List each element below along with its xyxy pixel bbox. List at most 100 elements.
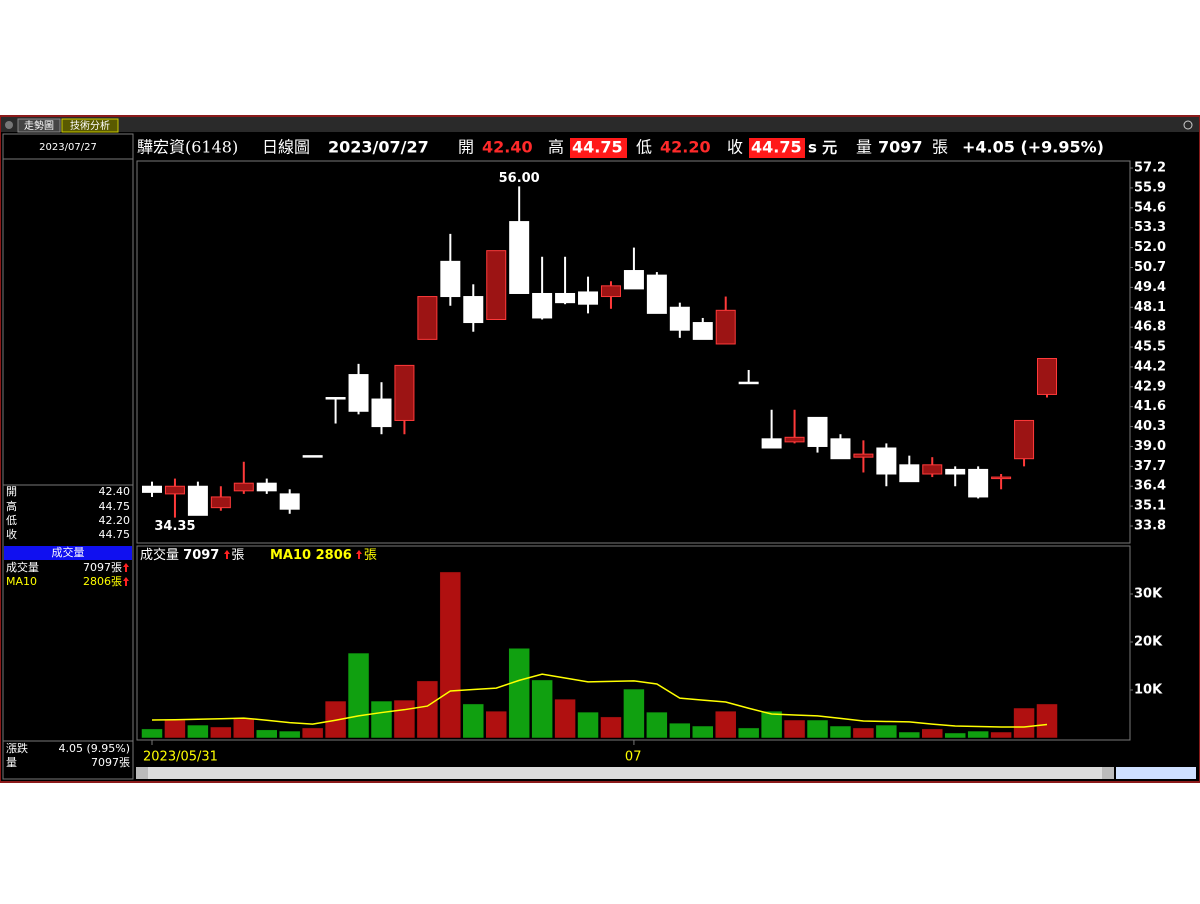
legend-unit: 張: [231, 548, 244, 563]
candle-body: [968, 468, 989, 498]
volume-bar: [187, 724, 209, 739]
date: 2023/07/27: [328, 138, 429, 157]
candle-body: [991, 476, 1012, 480]
volume-bar: [210, 726, 232, 739]
volume-bar: [898, 731, 921, 739]
candle-body: [830, 438, 851, 460]
scrollbar[interactable]: [136, 767, 1114, 779]
candle-body: [876, 447, 897, 475]
label: 開: [458, 138, 474, 157]
volume-bar: [669, 722, 691, 739]
candle-body: [600, 285, 621, 298]
volume-bar: [714, 710, 737, 739]
volume-bar: [829, 725, 852, 739]
volume-bar: [462, 703, 485, 739]
candle-body: [761, 438, 782, 449]
y-tick-label: 41.6: [1134, 399, 1166, 414]
candle-body: [187, 485, 208, 516]
value: 44.75: [99, 528, 131, 541]
candle-body: [164, 485, 185, 495]
up-arrow: [224, 550, 230, 559]
x-tick-label: 2023/05/31: [143, 750, 218, 765]
label: 低: [6, 514, 17, 527]
legend-value: 7097: [183, 548, 219, 563]
price-frame: [136, 160, 1131, 544]
candle-body: [142, 485, 162, 493]
y-tick-label: 37.7: [1134, 459, 1166, 474]
y-tick-label: 52.0: [1134, 240, 1166, 255]
stock-name: 驊宏資(6148): [137, 138, 238, 157]
volume-bar: [852, 727, 875, 739]
tab[interactable]: [17, 118, 61, 133]
up-arrow: [123, 577, 129, 586]
value: 2806張: [83, 575, 122, 588]
volume-title: 成交量: [52, 545, 85, 559]
toolbar-icons[interactable]: [1116, 767, 1196, 779]
candle-body: [279, 493, 300, 510]
candle-body: [1014, 419, 1035, 460]
tab-label[interactable]: 技術分析: [70, 119, 110, 132]
volume-title-bar: [4, 546, 132, 560]
candle-body: [325, 397, 346, 400]
volume-bar: [944, 732, 966, 739]
highlight: [570, 138, 627, 158]
annotation: 56.00: [499, 171, 540, 186]
candle-body: [486, 250, 507, 320]
legend-unit: 張: [364, 548, 377, 563]
menu-icon[interactable]: [5, 121, 13, 129]
scroll-left[interactable]: [136, 767, 148, 779]
candle-body: [853, 453, 874, 458]
highlight: [749, 138, 805, 158]
volume-bar: [508, 647, 530, 739]
candle-body: [692, 322, 713, 340]
y-tick-label: 54.6: [1134, 200, 1166, 215]
y-tick-label: 10K: [1134, 683, 1163, 698]
candle-body: [394, 364, 415, 421]
tab-label[interactable]: 走勢圖: [24, 119, 54, 132]
y-tick-label: 50.7: [1134, 260, 1166, 275]
volume-bar: [875, 724, 898, 739]
low: 42.20: [660, 138, 711, 157]
open: 42.40: [482, 138, 533, 157]
y-tick-label: 39.0: [1134, 439, 1166, 454]
y-tick-label: 30K: [1134, 587, 1163, 602]
scroll-right[interactable]: [1102, 767, 1114, 779]
candle-body: [463, 296, 484, 324]
tab-active[interactable]: [61, 118, 119, 133]
volume-bar: [921, 728, 944, 739]
y-tick-label: 45.5: [1134, 340, 1166, 355]
label: MA10: [6, 575, 37, 588]
x-tick-label: 07: [625, 750, 642, 765]
y-tick-label: 49.4: [1134, 280, 1166, 295]
volume-bar: [164, 719, 186, 739]
panel-date: 2023/07/27: [39, 142, 97, 153]
label: 量: [6, 756, 17, 769]
volume-bar: [737, 727, 760, 739]
volume-bar: [233, 718, 255, 739]
legend: 成交量 7097 張: [140, 547, 244, 563]
legend: MA10 2806 張: [270, 548, 377, 563]
volume-bar: [600, 716, 622, 739]
y-tick-label: 33.8: [1134, 519, 1166, 534]
y-tick-label: 55.9: [1134, 180, 1166, 195]
period: 日線圖: [262, 138, 310, 157]
zoom-icon[interactable]: [1183, 120, 1193, 130]
annotation: 34.35: [154, 519, 195, 534]
value: 2806: [83, 575, 111, 588]
unit: 張: [111, 561, 122, 574]
volume-bar: [485, 710, 507, 739]
volume-bar: [646, 711, 668, 739]
volume-bar: [255, 729, 278, 739]
left-panel: [2, 133, 134, 780]
unit: 張: [111, 575, 122, 588]
y-tick-label: 42.9: [1134, 379, 1166, 394]
value: 4.05 (9.95%): [58, 742, 130, 755]
legend-value: 2806: [316, 548, 352, 563]
y-tick-label: 35.1: [1134, 499, 1166, 514]
change: +4.05 (+9.95%): [962, 138, 1104, 157]
volume-bar: [439, 571, 462, 739]
close: 44.75: [751, 138, 802, 157]
candle-body: [578, 291, 599, 305]
candle-body: [348, 374, 369, 412]
